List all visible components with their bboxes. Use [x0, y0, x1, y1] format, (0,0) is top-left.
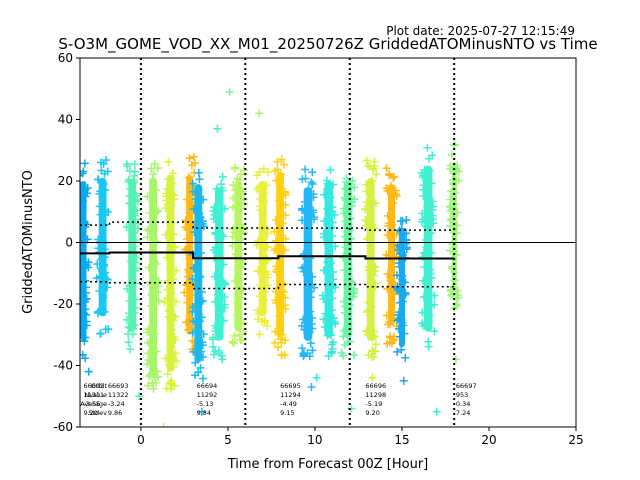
outlier-point-2	[213, 124, 222, 133]
cluster-points-17	[417, 143, 439, 351]
y-tick-label: 60	[58, 51, 73, 65]
orbit-stats-value: 11292	[197, 391, 218, 399]
cluster-15	[382, 164, 401, 348]
cluster-points-6	[188, 168, 208, 383]
orbit-stats-value: 9.86	[108, 409, 122, 417]
orbit-stats-value: 9.84	[197, 409, 211, 417]
orbit-stats-value: 7.24	[456, 409, 470, 417]
cluster-7	[209, 172, 230, 364]
orbit-stats-value: -3.24	[108, 400, 125, 408]
cluster-points-12	[318, 166, 340, 360]
cluster-10	[270, 155, 290, 360]
cluster-points-9	[252, 165, 273, 339]
orbit-stats-value: 953	[456, 391, 468, 399]
plot-date: Plot date: 2025-07-27 12:15:49	[386, 24, 575, 38]
outlier-point-5	[197, 407, 206, 416]
orbit-stats-value: 11298	[365, 391, 386, 399]
orbit-stats-value: 66694	[197, 382, 218, 390]
x-axis-label: Time from Forecast 00Z [Hour]	[227, 457, 429, 472]
outlier-point-9	[135, 392, 144, 401]
cluster-3	[143, 159, 163, 393]
outlier-point-1	[255, 109, 264, 118]
y-tick-label: -20	[53, 297, 73, 311]
outlier-point-3	[159, 423, 168, 427]
cluster-2	[122, 160, 142, 354]
orbit-stats-value: -3.55	[83, 400, 100, 408]
cluster-core-9	[258, 181, 267, 317]
outlier-point-7	[307, 383, 316, 392]
cluster-points-10	[270, 155, 290, 360]
orbit-statistics: OrbitNvalueAverageStdev6669211311-3.559.…	[80, 382, 476, 417]
reference-lines	[80, 58, 576, 427]
orbit-stats-label: Nvalue	[84, 391, 107, 399]
x-tick-label: 25	[568, 433, 583, 447]
orbit-stats-label: Average	[80, 400, 107, 408]
x-tick-label: 15	[394, 433, 409, 447]
orbit-stats-value: -5.19	[365, 400, 382, 408]
y-tick-label: 40	[58, 113, 73, 127]
orbit-stats-value: 66696	[365, 382, 386, 390]
orbit-stats-value: 11322	[108, 391, 129, 399]
cluster-points-11	[297, 165, 319, 361]
cluster-9	[252, 165, 273, 339]
outlier-point-13	[368, 373, 377, 382]
chart-title: S-O3M_GOME_VOD_XX_M01_20250726Z GriddedA…	[58, 35, 597, 54]
stdev-lower-line	[80, 280, 455, 290]
cluster-core-10	[276, 171, 285, 338]
x-axis-ticks: 0 5 10 15 20 25	[137, 427, 584, 447]
cluster-points-14	[361, 156, 381, 361]
cluster-11	[297, 165, 319, 361]
orbit-stats-value: 11311	[83, 391, 104, 399]
y-axis-label: GriddedATOMinusNTO	[21, 170, 36, 314]
y-axis-ticks: -60 -40 -20 0 20 40 60	[53, 51, 80, 434]
cluster-core-3	[149, 177, 158, 378]
orbit-stats-value: 66692	[83, 382, 104, 390]
cluster-4	[160, 157, 180, 393]
orbit-stats-value: 9.20	[365, 409, 379, 417]
cluster-points-8	[228, 163, 249, 348]
cluster-1	[92, 155, 113, 338]
cluster-points-7	[209, 172, 230, 364]
cluster-points-3	[143, 159, 163, 393]
orbit-stats-value: 0.34	[456, 400, 470, 408]
orbit-stats-value: -4.49	[280, 400, 297, 408]
x-tick-label: 0	[137, 433, 145, 447]
outlier-point-10	[399, 376, 408, 385]
outlier-markers	[84, 87, 460, 427]
cluster-core-11	[303, 187, 313, 341]
orbit-stats-value: -5.13	[197, 400, 214, 408]
orbit-stats-label: Orbit	[91, 382, 108, 390]
cluster-17	[417, 143, 439, 351]
outlier-point-11	[84, 367, 93, 376]
y-tick-label: 20	[58, 174, 73, 188]
x-tick-label: 5	[224, 433, 232, 447]
orbit-stats-value: 9.15	[280, 409, 294, 417]
cluster-points-1	[92, 155, 113, 338]
orbit-stats-value: 66695	[280, 382, 301, 390]
cluster-points-2	[122, 160, 142, 354]
stdev-upper-line	[80, 221, 455, 231]
cluster-8	[228, 163, 249, 348]
cluster-points-15	[382, 164, 401, 348]
orbit-stats-value: 66697	[456, 382, 477, 390]
y-tick-label: 0	[65, 236, 73, 250]
outlier-point-8	[312, 373, 321, 382]
orbit-stats-label: Stdev	[88, 409, 107, 417]
outlier-point-0	[225, 87, 234, 96]
y-tick-label: -40	[53, 359, 73, 373]
x-tick-label: 20	[481, 433, 496, 447]
y-tick-label: -60	[53, 420, 73, 434]
orbit-stats-value: 11294	[280, 391, 301, 399]
orbit-stats-value: 9.20	[83, 409, 97, 417]
cluster-points-4	[160, 157, 180, 393]
outlier-point-4	[432, 407, 441, 416]
orbit-stats-value: 66693	[108, 382, 129, 390]
cluster-12	[318, 166, 340, 360]
x-tick-label: 10	[307, 433, 322, 447]
mean-line	[80, 251, 455, 260]
